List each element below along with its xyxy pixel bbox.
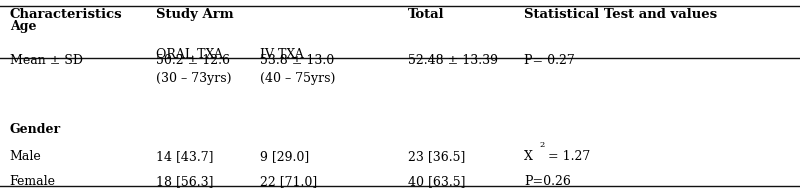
Text: 14 [43.7]: 14 [43.7] (156, 150, 214, 163)
Text: X: X (524, 150, 533, 163)
Text: P=0.26: P=0.26 (524, 175, 571, 188)
Text: Total: Total (408, 8, 445, 21)
Text: Study Arm: Study Arm (156, 8, 234, 21)
Text: 53.8 ± 13.0
(40 – 75yrs): 53.8 ± 13.0 (40 – 75yrs) (260, 54, 335, 85)
Text: 40 [63.5]: 40 [63.5] (408, 175, 466, 188)
Text: Statistical Test and values: Statistical Test and values (524, 8, 717, 21)
Text: Age: Age (10, 20, 36, 33)
Text: 22 [71.0]: 22 [71.0] (260, 175, 318, 188)
Text: = 1.27: = 1.27 (548, 150, 590, 163)
Text: Mean ± SD: Mean ± SD (10, 54, 82, 67)
Text: Characteristics: Characteristics (10, 8, 122, 21)
Text: Gender: Gender (10, 123, 61, 136)
Text: 23 [36.5]: 23 [36.5] (408, 150, 466, 163)
Text: P= 0.27: P= 0.27 (524, 54, 574, 67)
Text: 2: 2 (539, 141, 545, 149)
Text: 50.2 ± 12.6
(30 – 73yrs): 50.2 ± 12.6 (30 – 73yrs) (156, 54, 231, 85)
Text: ORAL TXA: ORAL TXA (156, 48, 223, 61)
Text: 52.48 ± 13.39: 52.48 ± 13.39 (408, 54, 498, 67)
Text: 18 [56.3]: 18 [56.3] (156, 175, 214, 188)
Text: IV TXA: IV TXA (260, 48, 304, 61)
Text: 9 [29.0]: 9 [29.0] (260, 150, 310, 163)
Text: Female: Female (10, 175, 56, 188)
Text: Male: Male (10, 150, 42, 163)
